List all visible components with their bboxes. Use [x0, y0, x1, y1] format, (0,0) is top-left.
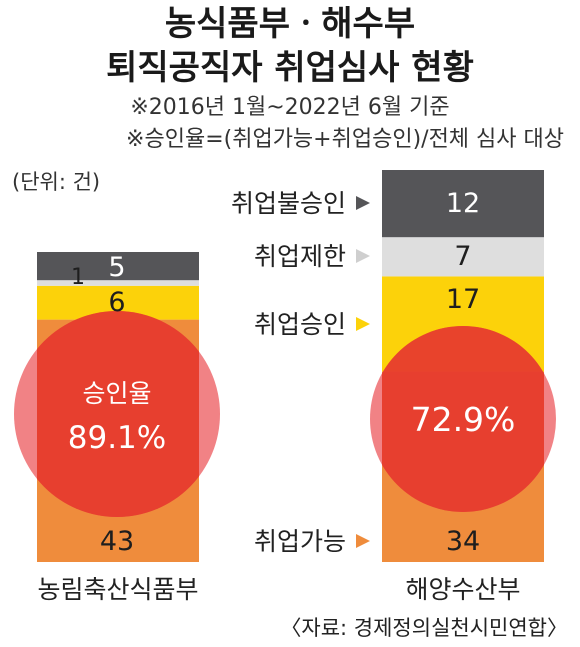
bar-segment-2-4 — [382, 170, 544, 238]
approval-rate-circle-inner-2 — [382, 326, 544, 512]
header: 농식품부ㆍ해수부 퇴직공직자 취업심사 현황 ※2016년 1월~2022년 6… — [12, 4, 564, 194]
approval-rate-value-2: 72.9% — [411, 400, 516, 439]
bar-segment-1-3 — [37, 280, 199, 286]
approval-rate-label-1: 승인율 — [82, 379, 151, 408]
category-label-1: 농림축산식품부 — [37, 575, 198, 604]
value-label-1-1: 43 — [100, 526, 134, 557]
value-label-2-1: 34 — [446, 526, 480, 557]
value-label-1-2: 6 — [108, 287, 125, 318]
labels-layer: 농림축산식품부 해양수산부 승인율 89.1% 72.9% 43 61 5 34 17 7 12 취업불… — [37, 188, 520, 604]
chart-title-line1: 농식품부ㆍ해수부 — [165, 4, 415, 44]
legend-arrow-icon-2 — [356, 249, 370, 263]
legend-arrow-icon-4 — [356, 534, 370, 548]
rate-circles-layer — [14, 311, 556, 517]
approval-rate-circle-inner-1 — [37, 311, 199, 517]
note-formula: ※승인율=(취업가능+취업승인)/전체 심사 대상 — [126, 127, 564, 152]
value-label-2-4: 12 — [446, 188, 480, 219]
legend-arrow-icon-3 — [356, 317, 370, 331]
value-label-2-2: 17 — [446, 284, 480, 315]
value-label-1-4: 5 — [108, 252, 125, 283]
approval-rate-value-1: 89.1% — [68, 420, 166, 456]
note-period: ※2016년 1월~2022년 6월 기준 — [130, 95, 449, 120]
value-label-2-3: 7 — [454, 241, 471, 272]
chart-title-line2: 퇴직공직자 취업심사 현황 — [106, 48, 474, 88]
legend-label-1: 취업불승인 — [231, 189, 346, 218]
value-label-1-3: 1 — [71, 265, 85, 290]
legend-arrow-icon-1 — [356, 196, 370, 210]
legend-label-3: 취업승인 — [254, 310, 346, 339]
bar-segment-2-3 — [382, 237, 544, 277]
unit-label: (단위: 건) — [12, 170, 100, 194]
source-note: 〈자료: 경제정의실천시민연합〉 — [280, 616, 568, 640]
bar-segment-1-4 — [37, 252, 199, 281]
legend-label-4: 취업가능 — [254, 527, 346, 556]
legend-label-2: 취업제한 — [254, 242, 346, 271]
category-label-2: 해양수산부 — [405, 575, 520, 604]
